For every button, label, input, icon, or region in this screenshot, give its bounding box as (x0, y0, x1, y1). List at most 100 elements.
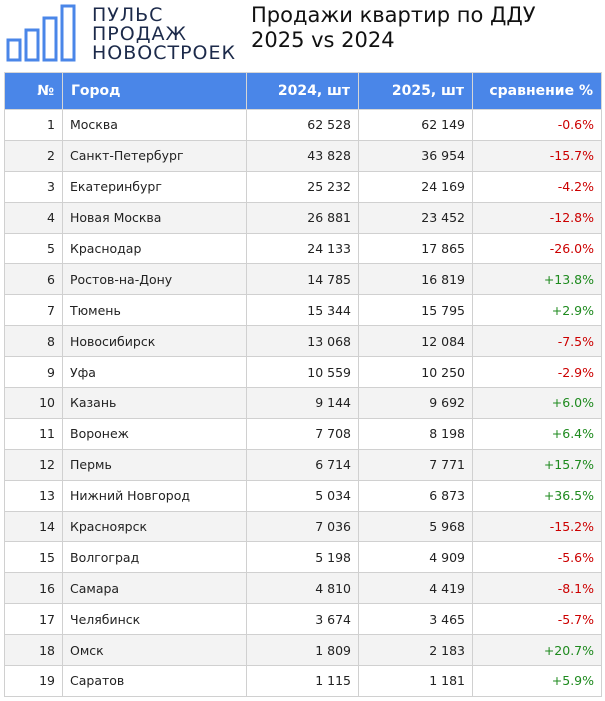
table-row: 15 Волгоград 5 198 4 909 -5.6% (4, 541, 602, 574)
sales-2025: 7 771 (358, 448, 473, 481)
table-row: 7 Тюмень 15 344 15 795 +2.9% (4, 294, 602, 327)
city-name: Нижний Новгород (62, 479, 247, 512)
logo-line-2: ПРОДАЖ (92, 23, 188, 45)
table-row: 19 Саратов 1 115 1 181 +5.9% (4, 665, 602, 697)
compare-percent: +20.7% (472, 634, 602, 667)
compare-percent: -5.6% (472, 541, 602, 574)
row-number: 8 (4, 325, 63, 358)
title-line-1: Продажи квартир по ДДУ (251, 3, 536, 27)
compare-percent: +15.7% (472, 448, 602, 481)
sales-2024: 13 068 (246, 325, 359, 358)
header-2025: 2025, шт (358, 72, 473, 110)
city-name: Краснодар (62, 232, 247, 265)
sales-2025: 2 183 (358, 634, 473, 667)
compare-percent: -26.0% (472, 232, 602, 265)
compare-percent: -12.8% (472, 201, 602, 234)
sales-2024: 5 198 (246, 541, 359, 574)
table-row: 13 Нижний Новгород 5 034 6 873 +36.5% (4, 479, 602, 512)
compare-percent: -15.7% (472, 139, 602, 172)
row-number: 2 (4, 139, 63, 172)
table-row: 17 Челябинск 3 674 3 465 -5.7% (4, 603, 602, 636)
row-number: 5 (4, 232, 63, 265)
header: ПУЛЬС ПРОДАЖ НОВОСТРОЕК Продажи квартир … (0, 0, 605, 72)
row-number: 14 (4, 510, 63, 543)
compare-percent: +5.9% (472, 665, 602, 697)
sales-2025: 5 968 (358, 510, 473, 543)
row-number: 3 (4, 170, 63, 203)
sales-2025: 24 169 (358, 170, 473, 203)
table-body: 1 Москва 62 528 62 149 -0.6% 2 Санкт-Петербург… (4, 109, 602, 697)
sales-2024: 43 828 (246, 139, 359, 172)
sales-2025: 9 692 (358, 387, 473, 419)
table-row: 2 Санкт-Петербург 43 828 36 954 -15.7% (4, 139, 602, 172)
sales-2024: 25 232 (246, 170, 359, 203)
city-name: Тюмень (62, 294, 247, 327)
sales-2024: 7 036 (246, 510, 359, 543)
sales-2024: 10 559 (246, 356, 359, 389)
sales-2024: 24 133 (246, 232, 359, 265)
compare-percent: -5.7% (472, 603, 602, 636)
sales-2025: 1 181 (358, 665, 473, 697)
table-row: 18 Омск 1 809 2 183 +20.7% (4, 634, 602, 667)
sales-2024: 1 115 (246, 665, 359, 697)
sales-2025: 16 819 (358, 263, 473, 296)
logo-line-3: НОВОСТРОЕК (92, 42, 237, 64)
table-row: 4 Новая Москва 26 881 23 452 -12.8% (4, 201, 602, 234)
sales-2024: 14 785 (246, 263, 359, 296)
compare-percent: -15.2% (472, 510, 602, 543)
compare-percent: -7.5% (472, 325, 602, 358)
city-name: Самара (62, 572, 247, 605)
city-name: Воронеж (62, 417, 247, 450)
table-row: 10 Казань 9 144 9 692 +6.0% (4, 387, 602, 419)
compare-percent: +36.5% (472, 479, 602, 512)
page-title: Продажи квартир по ДДУ 2025 vs 2024 (251, 3, 596, 53)
city-name: Санкт-Петербург (62, 139, 247, 172)
sales-2024: 15 344 (246, 294, 359, 327)
compare-percent: -2.9% (472, 356, 602, 389)
city-name: Красноярск (62, 510, 247, 543)
city-name: Ростов-на-Дону (62, 263, 247, 296)
city-name: Новосибирск (62, 325, 247, 358)
title-line-2: 2025 vs 2024 (251, 28, 395, 52)
row-number: 1 (4, 109, 63, 141)
row-number: 19 (4, 665, 63, 697)
row-number: 18 (4, 634, 63, 667)
sales-2024: 5 034 (246, 479, 359, 512)
table-row: 8 Новосибирск 13 068 12 084 -7.5% (4, 325, 602, 358)
sales-2025: 4 419 (358, 572, 473, 605)
city-name: Волгоград (62, 541, 247, 574)
city-name: Пермь (62, 448, 247, 481)
logo-line-1: ПУЛЬС (92, 4, 164, 26)
row-number: 12 (4, 448, 63, 481)
sales-2025: 17 865 (358, 232, 473, 265)
sales-2024: 26 881 (246, 201, 359, 234)
city-name: Новая Москва (62, 201, 247, 234)
row-number: 4 (4, 201, 63, 234)
sales-2024: 9 144 (246, 387, 359, 419)
row-number: 13 (4, 479, 63, 512)
header-city: Город (62, 72, 247, 110)
row-number: 10 (4, 387, 63, 419)
table-row: 6 Ростов-на-Дону 14 785 16 819 +13.8% (4, 263, 602, 296)
table-row: 5 Краснодар 24 133 17 865 -26.0% (4, 232, 602, 265)
sales-2025: 3 465 (358, 603, 473, 636)
row-number: 15 (4, 541, 63, 574)
table-row: 14 Красноярск 7 036 5 968 -15.2% (4, 510, 602, 543)
sales-2024: 1 809 (246, 634, 359, 667)
sales-2024: 7 708 (246, 417, 359, 450)
city-name: Уфа (62, 356, 247, 389)
header-compare: сравнение % (472, 72, 602, 110)
header-num: № (4, 72, 63, 110)
compare-percent: +13.8% (472, 263, 602, 296)
table-row: 16 Самара 4 810 4 419 -8.1% (4, 572, 602, 605)
sales-2025: 36 954 (358, 139, 473, 172)
city-name: Саратов (62, 665, 247, 697)
table-row: 11 Воронеж 7 708 8 198 +6.4% (4, 417, 602, 450)
sales-2024: 3 674 (246, 603, 359, 636)
compare-percent: -4.2% (472, 170, 602, 203)
sales-2025: 23 452 (358, 201, 473, 234)
sales-2025: 10 250 (358, 356, 473, 389)
sales-2025: 6 873 (358, 479, 473, 512)
sales-2025: 8 198 (358, 417, 473, 450)
